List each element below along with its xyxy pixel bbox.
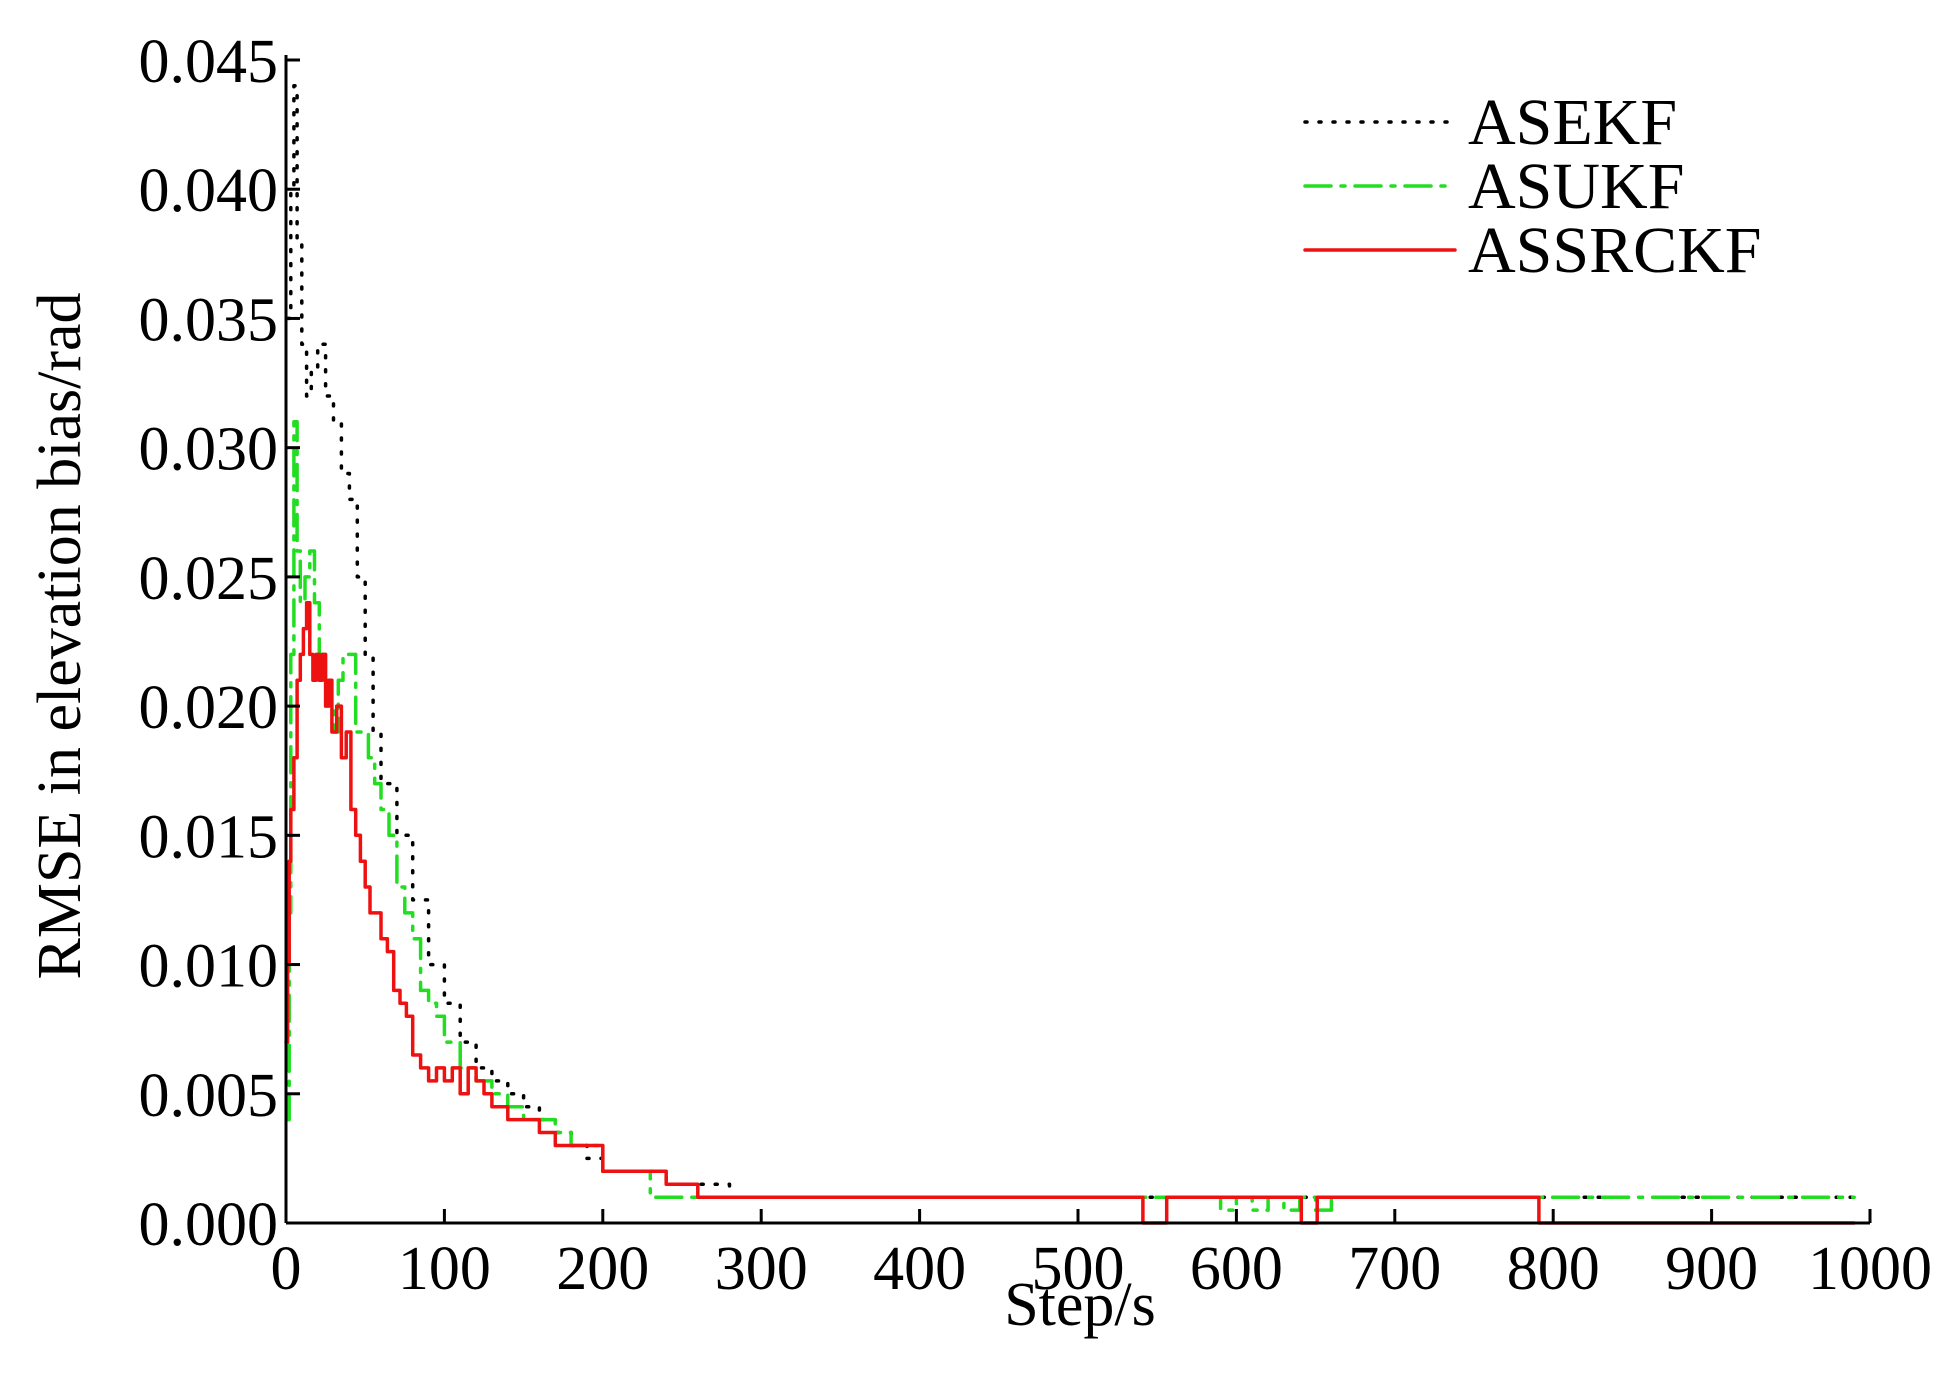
- y-tick-label: 0.030: [139, 416, 279, 484]
- y-tick-label: 0.005: [139, 1062, 279, 1130]
- ticks: 0 100 200 300 400 500 600 700 800 900 1000 0.000 0.0…: [139, 28, 1933, 1303]
- y-tick-label: 0.010: [139, 933, 279, 1001]
- x-tick-label: 500: [1032, 1235, 1125, 1303]
- x-tick-label: 400: [873, 1235, 966, 1303]
- x-tick-label: 1000: [1808, 1235, 1932, 1303]
- y-tick-label: 0.035: [139, 286, 279, 354]
- y-axis-title: RMSE in elevation bias/rad: [26, 292, 94, 979]
- legend-label: ASEKF: [1468, 86, 1677, 159]
- legend-label: ASSRCKF: [1468, 214, 1762, 287]
- series-line-assrckf: [284, 600, 1856, 1225]
- x-tick-label: 900: [1665, 1235, 1758, 1303]
- y-tick-label: 0.045: [139, 28, 279, 96]
- y-tick-label: 0.025: [139, 545, 279, 613]
- y-tick-label: 0.015: [139, 803, 279, 871]
- series-layer: [284, 84, 1856, 1225]
- y-tick-label: 0.020: [139, 674, 279, 742]
- x-tick-label: 800: [1507, 1235, 1600, 1303]
- x-tick-label: 100: [398, 1235, 491, 1303]
- series-line-asukf: [285, 420, 1856, 1212]
- x-tick-label: 200: [556, 1235, 649, 1303]
- y-tick-label: 0.040: [139, 157, 279, 225]
- x-axis-title: Step/s: [1004, 1271, 1156, 1339]
- x-tick-label: 0: [271, 1235, 302, 1303]
- x-tick-label: 600: [1190, 1235, 1283, 1303]
- legend-label: ASUKF: [1468, 150, 1684, 223]
- x-tick-label: 300: [715, 1235, 808, 1303]
- y-tick-label: 0.000: [139, 1191, 279, 1259]
- x-tick-label: 700: [1348, 1235, 1441, 1303]
